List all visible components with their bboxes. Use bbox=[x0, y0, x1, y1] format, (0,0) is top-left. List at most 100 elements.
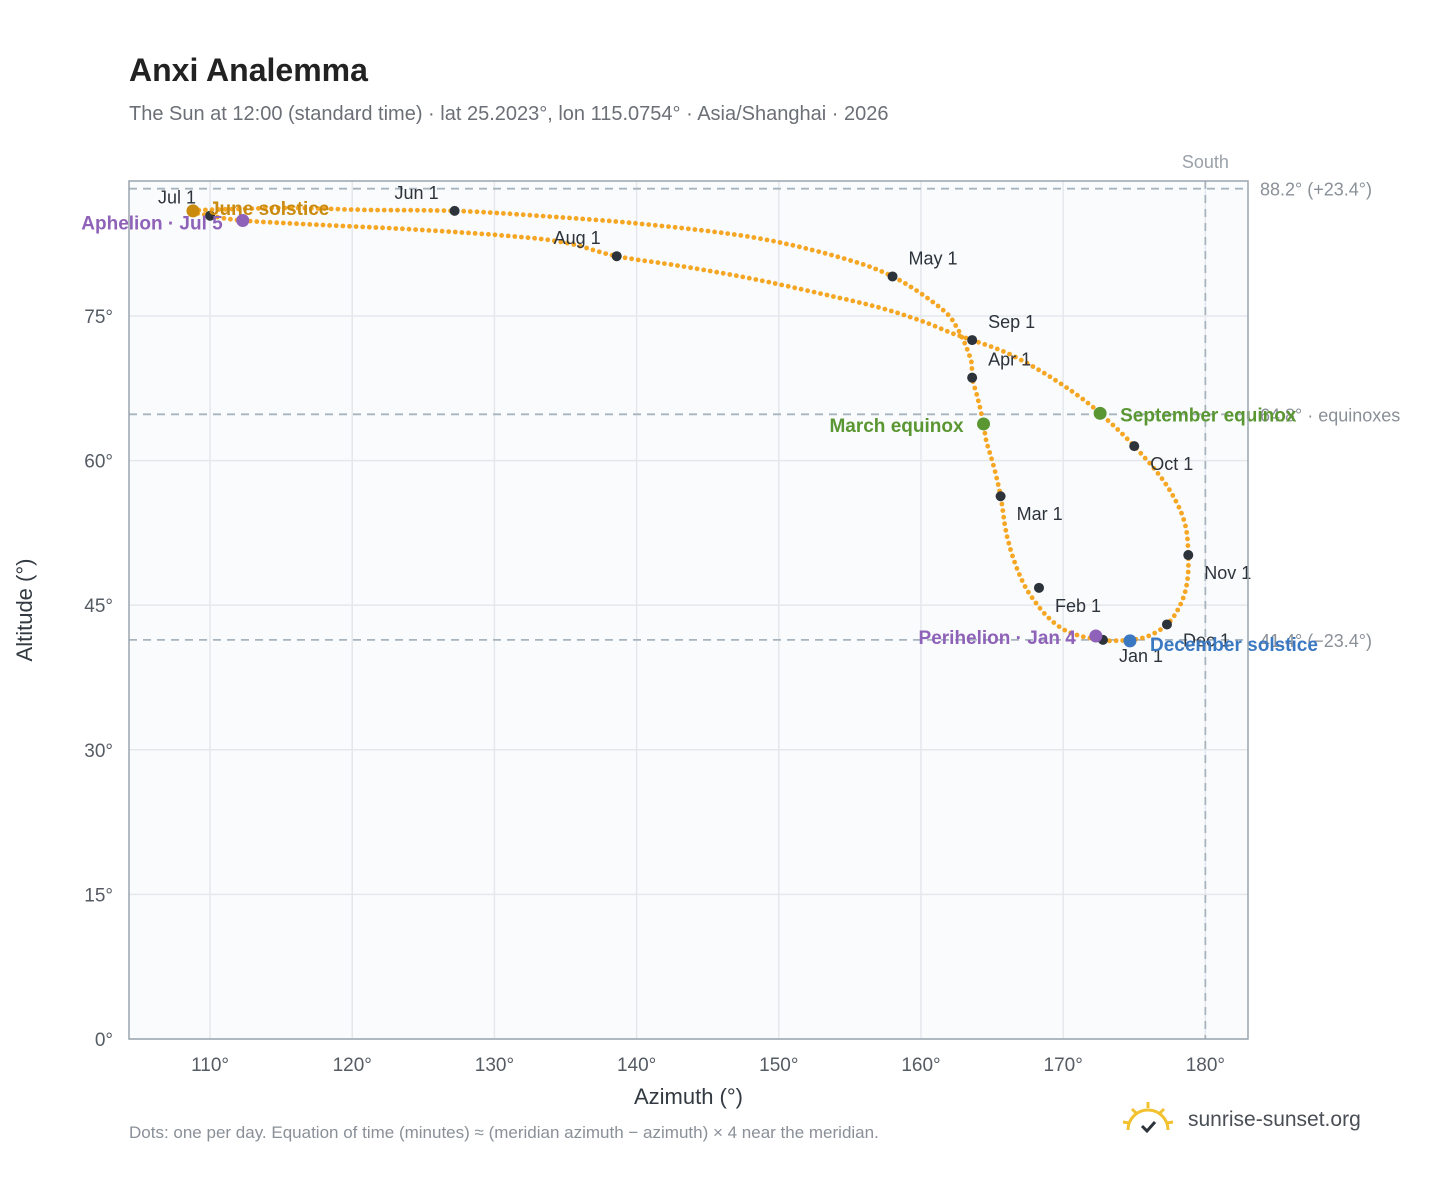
daily-sun-dot bbox=[474, 209, 480, 215]
month-marker-label: Jan 1 bbox=[1119, 646, 1163, 666]
daily-sun-dot bbox=[1001, 514, 1007, 520]
daily-sun-dot bbox=[593, 217, 599, 223]
daily-sun-dot bbox=[514, 211, 519, 217]
month-marker-label: Feb 1 bbox=[1055, 596, 1101, 616]
daily-sun-dot bbox=[567, 215, 572, 221]
daily-sun-dot bbox=[908, 284, 914, 290]
daily-sun-dot bbox=[221, 215, 227, 221]
daily-sun-dot bbox=[803, 246, 809, 251]
altitude-reference-label: 41.4° (−23.4°) bbox=[1260, 631, 1372, 651]
daily-sun-dot bbox=[848, 258, 853, 263]
daily-sun-dot bbox=[1179, 510, 1184, 516]
daily-sun-dot bbox=[1053, 377, 1058, 383]
daily-sun-dot bbox=[360, 224, 366, 230]
daily-sun-dot bbox=[434, 208, 440, 213]
daily-sun-dot bbox=[1151, 465, 1157, 471]
daily-sun-dot bbox=[692, 227, 698, 232]
x-tick-label: 110° bbox=[191, 1055, 229, 1076]
daily-sun-dot bbox=[216, 207, 222, 212]
daily-sun-dot bbox=[779, 282, 785, 288]
daily-sun-dot bbox=[1017, 572, 1022, 577]
daily-sun-dot bbox=[983, 437, 989, 443]
brand[interactable]: sunrise-sunset.org bbox=[1120, 1100, 1361, 1140]
daily-sun-dot bbox=[818, 291, 823, 296]
daily-sun-dot bbox=[1047, 374, 1053, 380]
month-marker-dot bbox=[1183, 550, 1194, 561]
daily-sun-dot bbox=[967, 353, 972, 358]
daily-sun-dot bbox=[1185, 536, 1190, 542]
daily-sun-dot bbox=[903, 281, 908, 286]
daily-sun-dot bbox=[492, 232, 498, 238]
daily-sun-dot bbox=[969, 366, 975, 371]
daily-sun-dot bbox=[977, 404, 983, 410]
month-marker-dot bbox=[967, 335, 978, 346]
daily-sun-dot bbox=[978, 411, 984, 417]
daily-sun-dot bbox=[809, 247, 815, 253]
month-marker-label: Aug 1 bbox=[554, 228, 601, 248]
daily-sun-dot bbox=[992, 469, 998, 474]
altitude-reference-label: 88.2° (+23.4°) bbox=[1260, 180, 1372, 200]
daily-sun-dot bbox=[353, 224, 359, 230]
daily-sun-dot bbox=[837, 295, 843, 301]
daily-sun-dot bbox=[646, 222, 652, 228]
daily-sun-dot bbox=[1120, 431, 1125, 437]
daily-sun-dot bbox=[662, 261, 667, 266]
daily-sun-dot bbox=[720, 270, 726, 276]
daily-sun-dot bbox=[262, 205, 268, 211]
daily-sun-dot bbox=[811, 289, 817, 295]
daily-sun-dot bbox=[333, 223, 339, 229]
daily-sun-dot bbox=[707, 268, 713, 274]
daily-sun-dot bbox=[1000, 508, 1006, 513]
daily-sun-dot bbox=[714, 269, 720, 275]
daily-sun-dot bbox=[1180, 595, 1186, 601]
daily-sun-dot bbox=[919, 291, 925, 297]
daily-sun-dot bbox=[1014, 566, 1020, 571]
daily-sun-dot bbox=[1124, 436, 1130, 442]
daily-sun-dot bbox=[1022, 584, 1028, 589]
daily-sun-dot bbox=[659, 223, 665, 229]
daily-sun-dot bbox=[1036, 367, 1041, 373]
daily-sun-dot bbox=[481, 209, 486, 215]
daily-sun-dot bbox=[926, 321, 932, 327]
daily-sun-dot bbox=[985, 443, 991, 449]
daily-sun-dot bbox=[408, 207, 414, 213]
daily-sun-dot bbox=[406, 226, 412, 232]
daily-sun-dot bbox=[1051, 620, 1057, 625]
analemma-path bbox=[189, 205, 1191, 644]
daily-sun-dot bbox=[1105, 418, 1111, 423]
daily-sun-dot bbox=[989, 456, 994, 462]
chart-title: Anxi Analemma bbox=[129, 52, 368, 88]
daily-sun-dot bbox=[995, 482, 1001, 487]
daily-sun-dot bbox=[322, 206, 327, 212]
daily-sun-dot bbox=[388, 207, 394, 213]
daily-sun-dot bbox=[421, 207, 427, 213]
event-marker-label: September equinox bbox=[1120, 405, 1297, 426]
daily-sun-dot bbox=[1041, 370, 1047, 376]
month-marker-dot bbox=[1033, 582, 1044, 593]
daily-sun-dot bbox=[327, 223, 332, 228]
daily-sun-dot bbox=[487, 210, 493, 216]
daily-sun-dot bbox=[1175, 607, 1181, 613]
daily-sun-dot bbox=[1186, 563, 1191, 568]
sun-logo-icon bbox=[1122, 1102, 1174, 1134]
daily-sun-dot bbox=[991, 462, 996, 468]
daily-sun-dot bbox=[1004, 534, 1010, 540]
daily-sun-dot bbox=[856, 300, 862, 305]
daily-sun-dot bbox=[315, 206, 321, 211]
daily-sun-dot bbox=[275, 205, 281, 211]
daily-sun-dot bbox=[841, 256, 847, 261]
event-marker-dot bbox=[1123, 634, 1137, 648]
month-marker-dot bbox=[887, 271, 898, 282]
daily-sun-dot bbox=[982, 430, 988, 436]
daily-sun-dot bbox=[962, 340, 968, 346]
daily-sun-dot bbox=[596, 249, 602, 255]
daily-sun-dot bbox=[666, 224, 671, 230]
daily-sun-dot bbox=[494, 210, 500, 216]
daily-sun-dot bbox=[479, 231, 485, 237]
event-marker-dot bbox=[977, 417, 991, 431]
daily-sun-dot bbox=[600, 218, 605, 223]
daily-sun-dot bbox=[1115, 427, 1121, 432]
daily-sun-dot bbox=[982, 342, 988, 347]
daily-sun-dot bbox=[1185, 569, 1191, 575]
y-tick-label: 15° bbox=[84, 885, 113, 906]
